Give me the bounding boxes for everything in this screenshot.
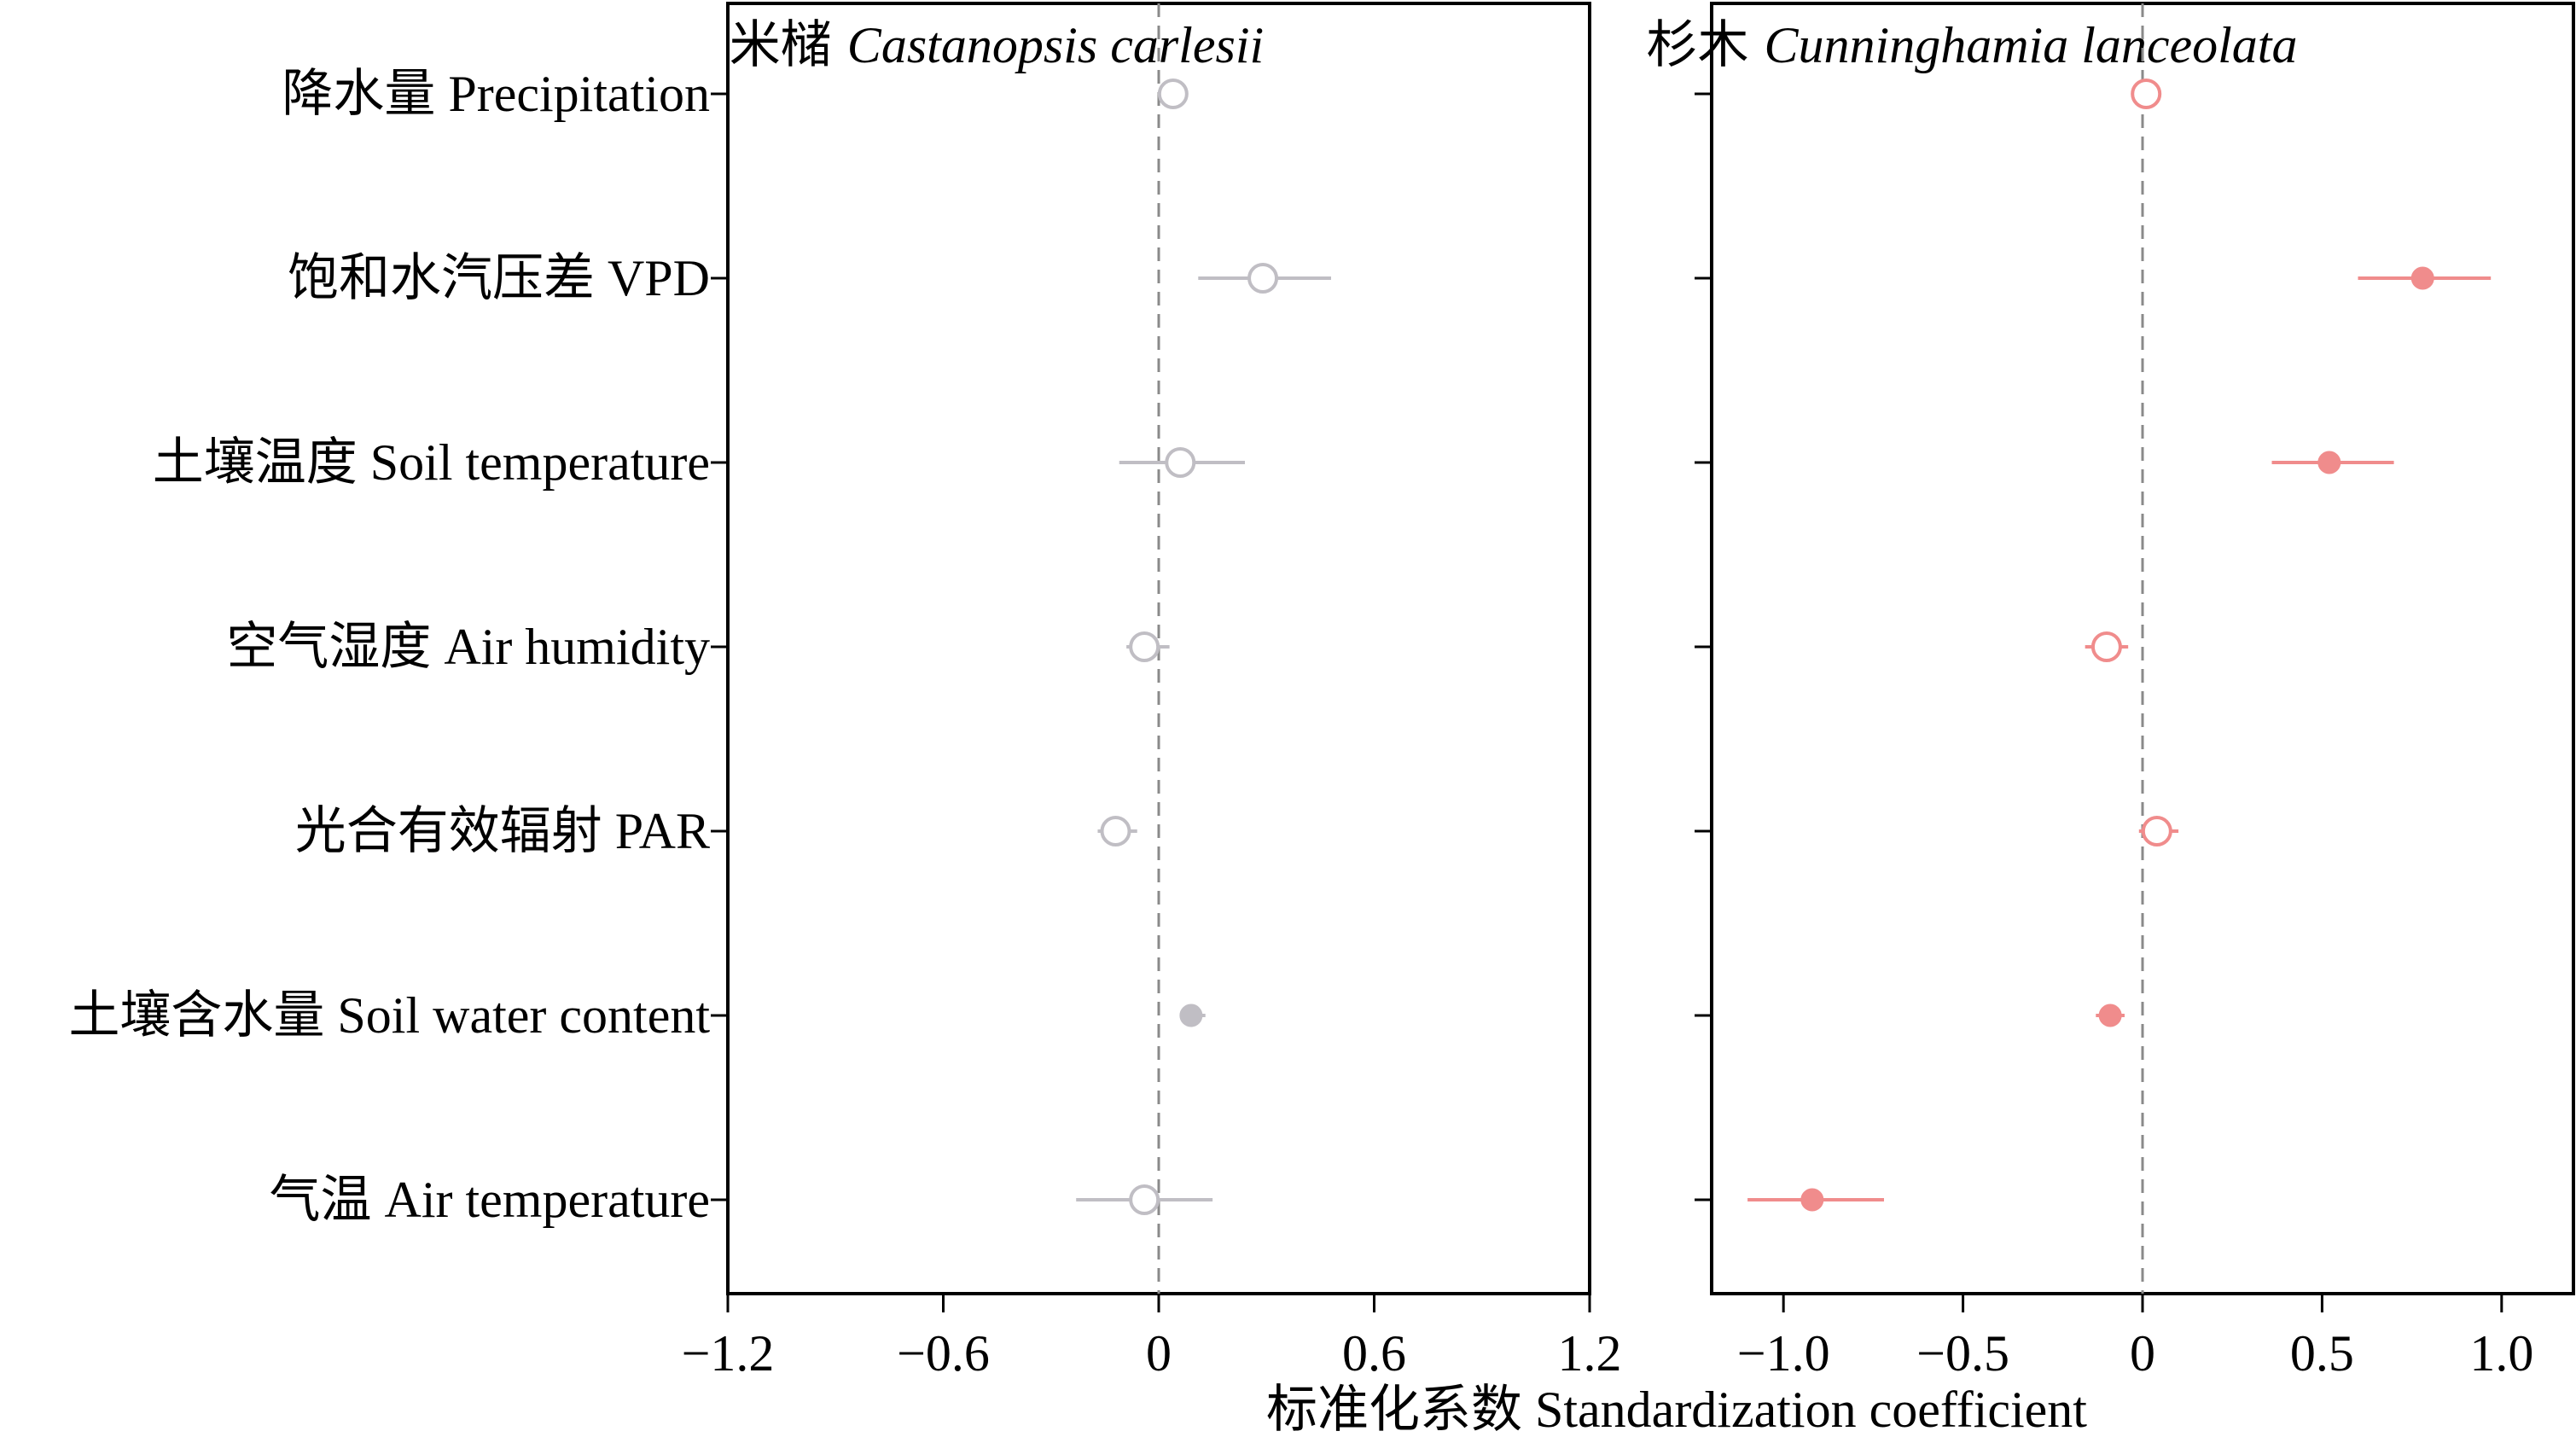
y-category-label: 土壤温度 Soil temperature [153,434,710,491]
data-point-filled [2098,1004,2122,1027]
panel-marks: −1.2 −0.6 0 0.6 1.2 [682,3,1622,1382]
data-point-open [1100,816,1131,846]
data-point-filled [2317,451,2341,474]
data-point-filled [1179,1004,1203,1027]
panel-title-cn: 杉木 [1647,17,1749,73]
x-axis-label: 标准化系数 Standardization coefficient [1266,1382,2087,1437]
x-tick-label: −1.2 [682,1325,775,1382]
x-tick-label: −1.0 [1737,1325,1830,1382]
y-category-label: 土壤含水量 Soil water content [68,987,710,1044]
y-category-label: 气温 Air temperature [270,1172,710,1228]
y-axis-labels: 降水量 Precipitation 饱和水汽压差 VPD 土壤温度 Soil tem… [68,66,710,1228]
panel-title: 杉木 Cunninghamia lanceolata [1647,17,2298,73]
x-tick-label: −0.6 [897,1325,990,1382]
x-tick-label: 0 [2130,1325,2155,1382]
x-tick-label: 1.0 [2469,1325,2533,1382]
data-point-filled [2410,266,2434,290]
x-tick-label: −0.5 [1916,1325,2009,1382]
data-point-open [1129,1184,1160,1215]
panel-cunninghamia-lanceolata: 杉木 Cunninghamia lanceolata −1.0 −0.5 0 0.5 1.… [1647,2,2575,1382]
x-tick-label: 0 [1146,1325,1172,1382]
y-category-label: 光合有效辐射 PAR [295,803,710,859]
data-point-open [2131,79,2162,109]
x-tick-label: 0.6 [1342,1325,1406,1382]
data-point-open [1165,447,1196,478]
panel-title: 米槠 Castanopsis carlesii [730,17,1264,73]
panel-title-cn: 米槠 [730,17,832,73]
data-point-open [1247,263,1279,294]
x-tick-label: 1.2 [1558,1325,1622,1382]
panel-title-latin: Cunninghamia lanceolata [1765,17,2298,73]
data-point-open [1129,631,1160,662]
panel-title-latin: Castanopsis carlesii [847,17,1264,73]
data-point-open [1157,79,1189,109]
panel-castanopsis-carlesii: 米槠 Castanopsis carlesii −1.2 −0.6 0 0.6 1.2 [682,2,1622,1382]
data-point-open [2141,816,2172,846]
panel-marks: −1.0 −0.5 0 0.5 1.0 [1695,3,2533,1382]
data-point-open [2090,631,2122,662]
x-tick-label: 0.5 [2290,1325,2354,1382]
data-point-filled [1800,1188,1824,1212]
y-category-label: 空气湿度 Air humidity [226,619,710,675]
y-category-label: 饱和水汽压差 VPD [288,250,710,306]
y-category-label: 降水量 Precipitation [282,66,710,122]
